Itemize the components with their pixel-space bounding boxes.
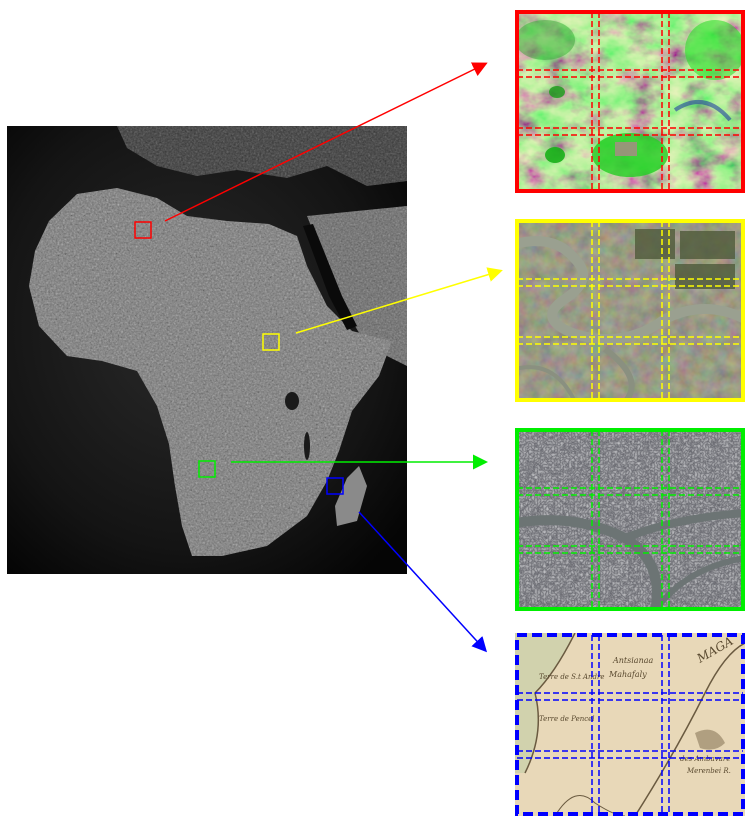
- map-label-mahafaly: Mahafaly: [608, 670, 647, 679]
- map-label-ambavare: des Ambavare: [680, 755, 730, 763]
- map-label-antsianaa: Antsianaa: [612, 656, 654, 665]
- green-tile-grid: [515, 428, 745, 611]
- multispectral-image: [515, 10, 745, 193]
- africa-landmass: [7, 126, 407, 574]
- yellow-tile-grid: [515, 219, 745, 402]
- green-patch-tile: [515, 428, 745, 611]
- africa-satellite-map: [7, 126, 407, 574]
- urban-satellite-image: [515, 428, 745, 611]
- river-satellite-image: [515, 219, 745, 402]
- map-label-pencel: Terre de Pencel: [539, 715, 595, 723]
- red-patch-tile: [515, 10, 745, 193]
- map-label-merenbei: Merenbei R.: [686, 767, 731, 775]
- yellow-patch-tile: [515, 219, 745, 402]
- historical-map-image: Antsianaa Terre de S.t Andre Terre de Pe…: [515, 633, 745, 816]
- red-tile-grid: [515, 10, 745, 193]
- blue-patch-tile: Antsianaa Terre de S.t Andre Terre de Pe…: [515, 633, 745, 816]
- map-label-st-andre: Terre de S.t Andre: [539, 673, 605, 681]
- blue-tile-grid: [515, 633, 745, 816]
